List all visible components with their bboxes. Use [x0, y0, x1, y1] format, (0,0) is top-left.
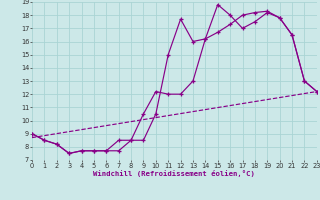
X-axis label: Windchill (Refroidissement éolien,°C): Windchill (Refroidissement éolien,°C): [93, 170, 255, 177]
